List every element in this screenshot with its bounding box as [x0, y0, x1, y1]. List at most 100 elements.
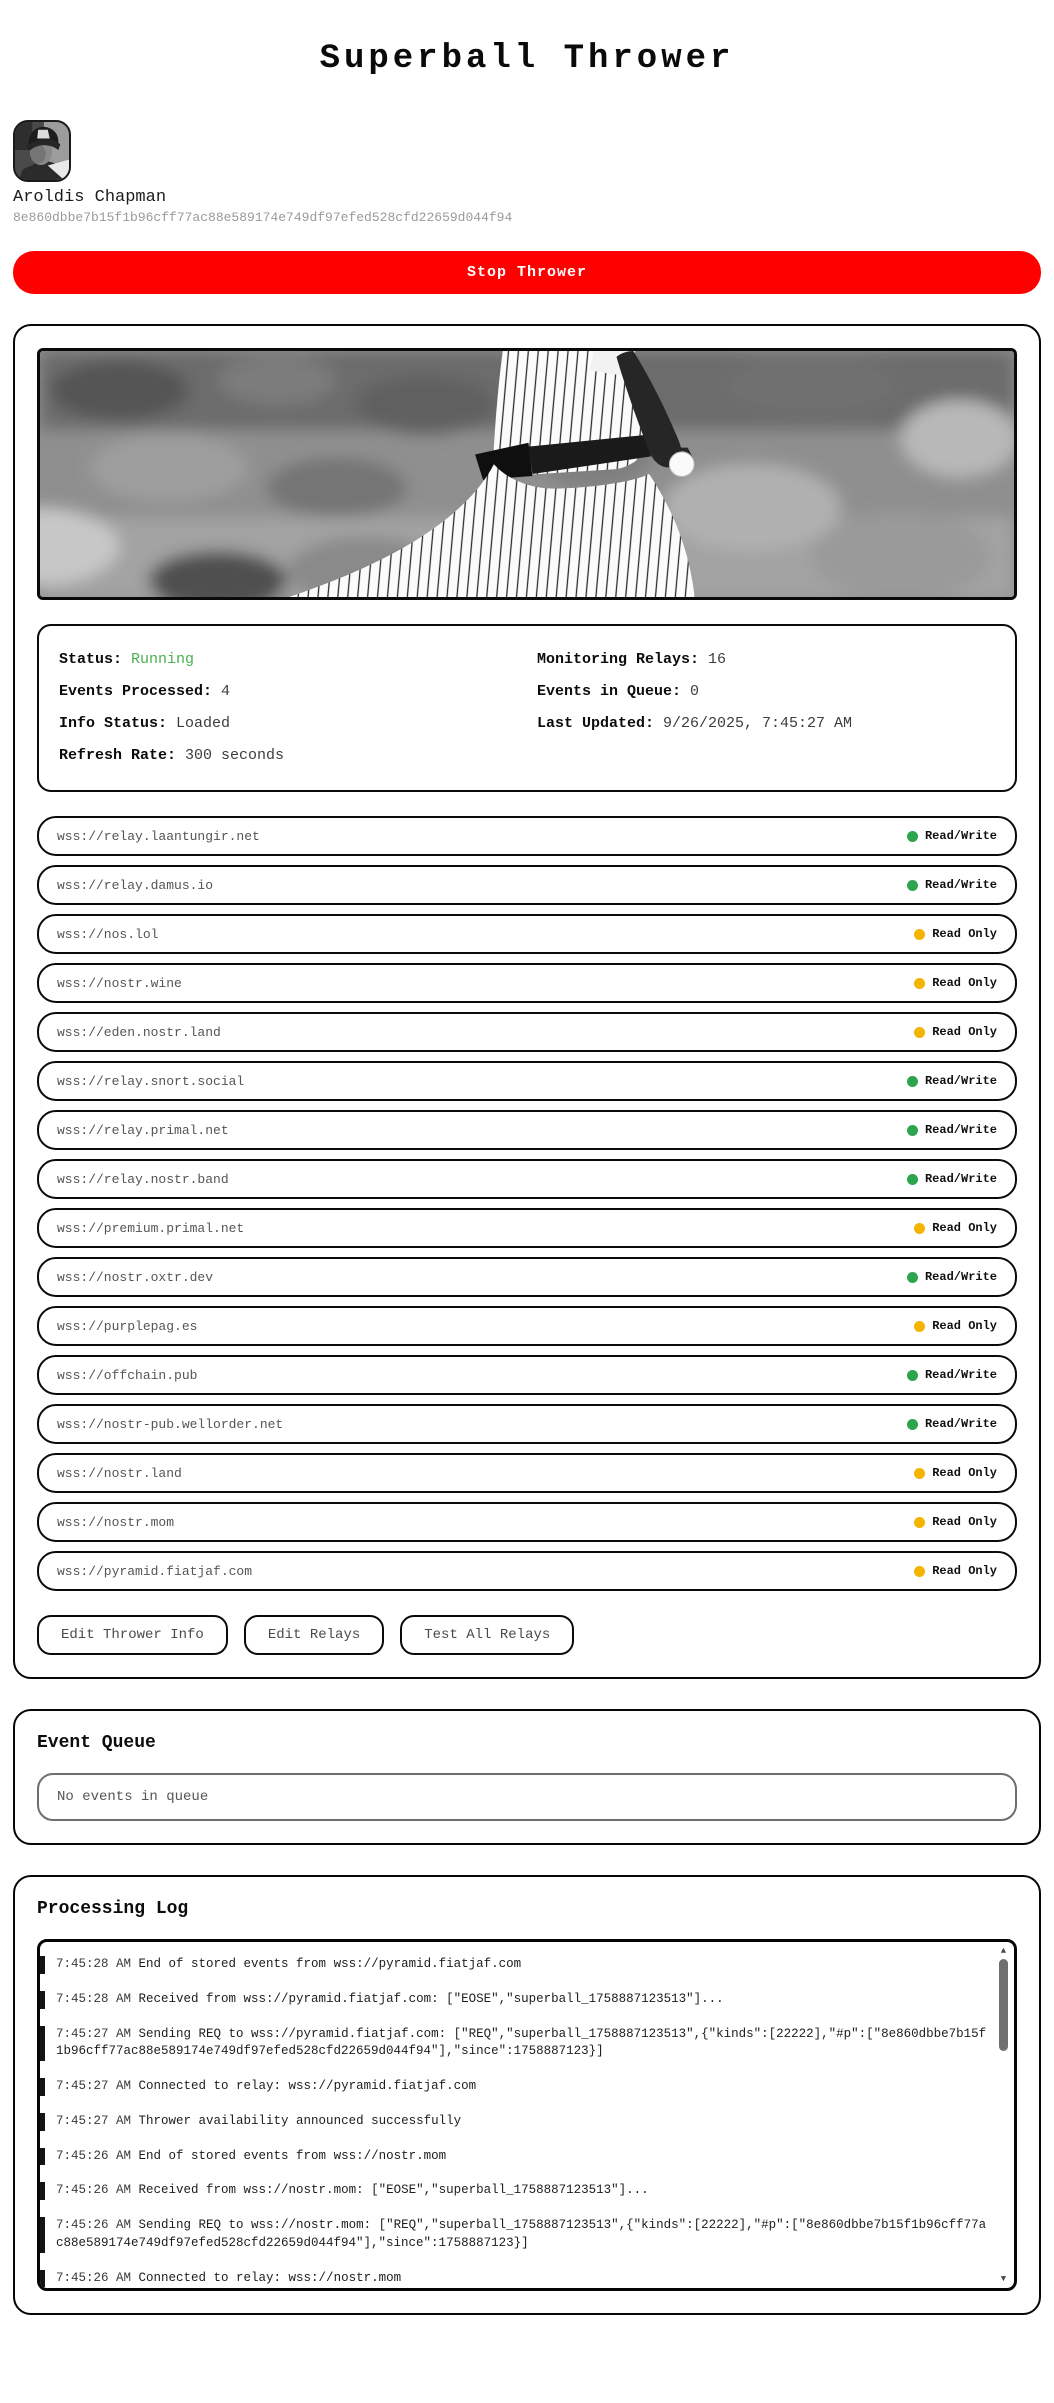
relay-url: wss://relay.damus.io	[57, 877, 214, 893]
event-queue-empty-box: No events in queue	[37, 1773, 1017, 1821]
status-field-label: Monitoring Relays:	[537, 651, 700, 668]
action-button[interactable]: Test All Relays	[400, 1615, 575, 1655]
action-button[interactable]: Edit Relays	[243, 1615, 385, 1655]
relay-access-label: Read Only	[932, 1025, 997, 1039]
relay-row: wss://nostr.oxtr.dev Read/Write	[37, 1257, 1017, 1297]
status-field-value: Loaded	[176, 715, 231, 732]
relay-access-label: Read Only	[932, 1221, 997, 1235]
relay-access-badge: Read Only	[914, 1025, 997, 1039]
relay-access-badge: Read/Write	[906, 1417, 997, 1431]
stop-thrower-button[interactable]: Stop Thrower	[13, 251, 1041, 294]
relay-access-badge: Read Only	[914, 1319, 997, 1333]
relay-status-dot-icon	[906, 830, 918, 842]
log-entry-time: 7:45:26 AM	[56, 2218, 132, 2232]
relay-access-label: Read/Write	[924, 829, 997, 843]
relay-row: wss://purplepag.es Read Only	[37, 1306, 1017, 1346]
scrollbar-thumb[interactable]	[999, 1959, 1008, 2051]
avatar	[13, 120, 71, 182]
log-entry-time: 7:45:27 AM	[56, 2026, 132, 2041]
status-field: Refresh Rate: 300 seconds	[59, 740, 517, 772]
relay-access-badge: Read/Write	[906, 1123, 997, 1137]
relay-row: wss://relay.snort.social Read/Write	[37, 1061, 1017, 1101]
event-queue-heading: Event Queue	[37, 1733, 156, 1753]
status-column-left: Status: Running Events Processed: 4 Info S…	[59, 644, 517, 772]
status-field: Monitoring Relays: 16	[537, 644, 995, 676]
action-button-row: Edit Thrower Info Edit Relays Test All R…	[37, 1615, 1017, 1655]
log-scrollbar[interactable]: ▲ ▼	[997, 1945, 1010, 2285]
relay-url: wss://nostr.mom	[57, 1514, 175, 1530]
processing-log-heading: Processing Log	[37, 1899, 189, 1919]
log-entry-message: End of stored events from wss://pyramid.…	[138, 1957, 522, 1971]
relay-status-dot-icon	[906, 1369, 918, 1381]
relay-access-badge: Read/Write	[906, 1172, 997, 1186]
relay-row: wss://nostr.mom Read Only	[37, 1502, 1017, 1542]
relay-access-label: Read/Write	[924, 1417, 997, 1431]
relay-status-dot-icon	[914, 1565, 926, 1577]
processing-log-box: 7:45:28 AM End of stored events from wss…	[37, 1939, 1017, 2291]
relay-row: wss://offchain.pub Read/Write	[37, 1355, 1017, 1395]
action-button[interactable]: Edit Thrower Info	[37, 1615, 228, 1655]
relay-status-dot-icon	[914, 1222, 926, 1234]
status-field: Last Updated: 9/26/2025, 7:45:27 AM	[537, 708, 995, 740]
relay-access-label: Read Only	[932, 1564, 997, 1578]
log-entry-time: 7:45:28 AM	[56, 1957, 132, 1971]
processing-log-card: Processing Log 7:45:28 AM End of stored …	[13, 1875, 1041, 2315]
relay-row: wss://relay.primal.net Read/Write	[37, 1110, 1017, 1150]
log-entry-message: Connected to relay: wss://pyramid.fiatja…	[138, 2079, 477, 2093]
relay-status-dot-icon	[906, 1124, 918, 1136]
relay-row: wss://pyramid.fiatjaf.com Read Only	[37, 1551, 1017, 1591]
relay-access-badge: Read Only	[914, 927, 997, 941]
status-field-value: 300 seconds	[185, 747, 285, 764]
relay-access-label: Read/Write	[924, 1368, 997, 1382]
status-field-label: Refresh Rate:	[59, 747, 177, 764]
log-entry-message: Received from wss://nostr.mom: ["EOSE","…	[138, 2183, 649, 2198]
status-field-value: 4	[221, 683, 231, 700]
log-entry: 7:45:28 AM Received from wss://pyramid.f…	[40, 1990, 988, 2009]
relay-row: wss://relay.nostr.band Read/Write	[37, 1159, 1017, 1199]
relay-url: wss://premium.primal.net	[57, 1220, 245, 1236]
log-entry: 7:45:27 AM Sending REQ to wss://pyramid.…	[40, 2025, 988, 2061]
status-field-label: Events Processed:	[59, 683, 213, 700]
log-entry-list: 7:45:28 AM End of stored events from wss…	[40, 1956, 988, 2288]
relay-status-dot-icon	[914, 1320, 926, 1332]
relay-access-label: Read Only	[932, 1466, 997, 1480]
log-entry-time: 7:45:28 AM	[56, 1991, 132, 2006]
relay-access-label: Read Only	[932, 1515, 997, 1529]
relay-url: wss://relay.snort.social	[57, 1073, 245, 1089]
status-field-value: 16	[708, 651, 727, 668]
relay-access-badge: Read Only	[914, 1564, 997, 1578]
log-entry: 7:45:28 AM End of stored events from wss…	[40, 1956, 988, 1974]
relay-row: wss://relay.damus.io Read/Write	[37, 865, 1017, 905]
log-entry-message: End of stored events from wss://nostr.mo…	[138, 2148, 447, 2163]
relay-status-dot-icon	[906, 1271, 918, 1283]
relay-access-badge: Read/Write	[906, 878, 997, 892]
log-entry-time: 7:45:26 AM	[56, 2183, 132, 2198]
relay-url: wss://eden.nostr.land	[57, 1024, 221, 1040]
status-field-label: Events in Queue:	[537, 683, 682, 700]
page-title: Superball Thrower	[319, 40, 735, 78]
relay-url: wss://purplepag.es	[57, 1318, 198, 1334]
relay-access-badge: Read/Write	[906, 1368, 997, 1382]
relay-access-badge: Read/Write	[906, 1270, 997, 1284]
relay-url: wss://nostr.land	[57, 1465, 182, 1481]
relay-url: wss://nostr.wine	[57, 975, 182, 991]
relay-access-label: Read/Write	[924, 1123, 997, 1137]
status-field: Events Processed: 4	[59, 676, 517, 708]
status-field-label: Info Status:	[59, 715, 168, 732]
relay-row: wss://relay.laantungir.net Read/Write	[37, 816, 1017, 856]
scrollbar-down-arrow-icon[interactable]: ▼	[1000, 2274, 1007, 2284]
relay-row: wss://premium.primal.net Read Only	[37, 1208, 1017, 1248]
log-entry-message: Thrower availability announced successfu…	[138, 2113, 462, 2128]
log-entry-time: 7:45:26 AM	[56, 2148, 132, 2163]
relay-access-badge: Read Only	[914, 1221, 997, 1235]
profile-pubkey: 8e860dbbe7b15f1b96cff77ac88e589174e749df…	[13, 210, 513, 225]
status-column-right: Monitoring Relays: 16 Events in Queue: 0 L…	[537, 644, 995, 772]
relay-url: wss://nostr.oxtr.dev	[57, 1269, 214, 1285]
relay-access-label: Read/Write	[924, 1074, 997, 1088]
relay-access-label: Read/Write	[924, 878, 997, 892]
log-entry: 7:45:27 AM Connected to relay: wss://pyr…	[40, 2078, 988, 2096]
log-entry: 7:45:26 AM End of stored events from wss…	[40, 2147, 988, 2166]
scrollbar-up-arrow-icon[interactable]: ▲	[1000, 1946, 1007, 1956]
relay-access-badge: Read/Write	[906, 829, 997, 843]
relay-access-label: Read/Write	[924, 1172, 997, 1186]
